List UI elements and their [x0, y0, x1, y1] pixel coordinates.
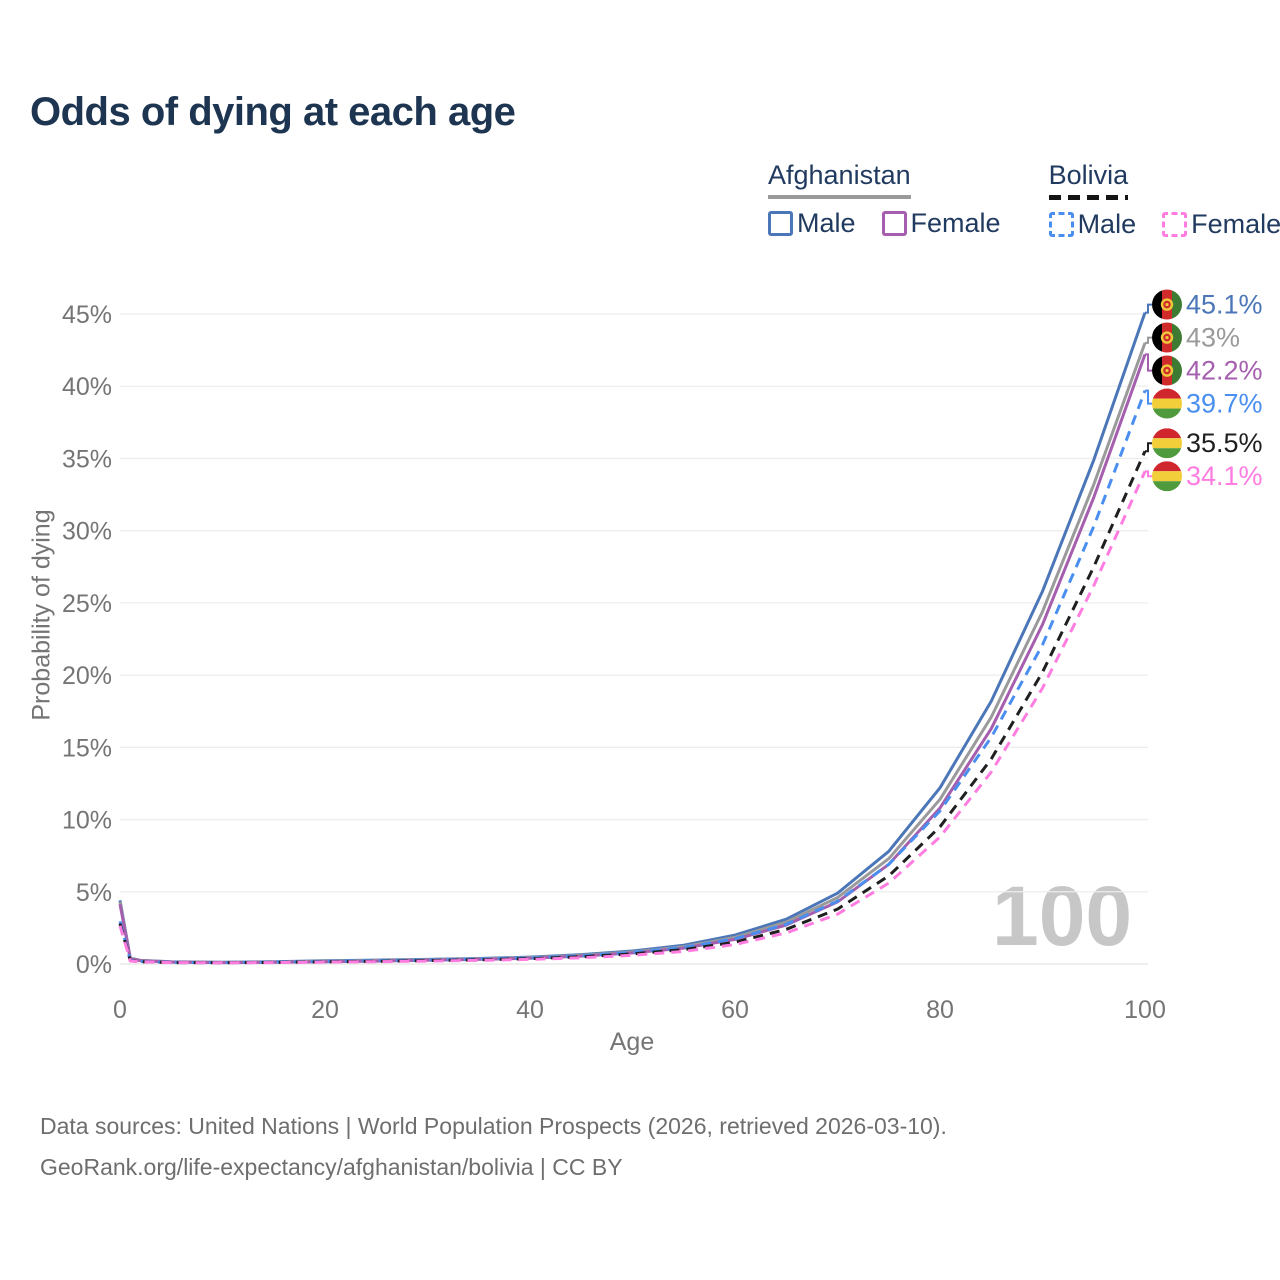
x-axis-label: Age [609, 1028, 655, 1056]
legend-group-bolivia: Bolivia Male Female [1048, 160, 1280, 240]
series-line-afghanistan-both-sexes [118, 342, 1147, 964]
footer: Data sources: United Nations | World Pop… [40, 1106, 947, 1188]
end-label-connector [1145, 470, 1152, 478]
end-label-connector [1145, 336, 1152, 344]
end-label-value: 43% [1186, 323, 1240, 353]
legend-swatch-afghanistan-female[interactable] [881, 211, 907, 236]
legend-item-label: Male [1077, 209, 1137, 239]
legend-underline-bolivia [1048, 195, 1129, 200]
flag-afghanistan [1152, 289, 1182, 320]
legend-country-bolivia: Bolivia [1048, 160, 1129, 200]
series-line-bolivia-both-sexes [118, 450, 1147, 965]
flag-afghanistan [1152, 355, 1182, 386]
y-tick-label: 15% [62, 734, 112, 762]
end-label-value: 35.5% [1186, 428, 1263, 458]
y-tick-label: 40% [62, 373, 112, 401]
legend-swatch-afghanistan-male[interactable] [768, 211, 793, 236]
x-tick-label: 80 [926, 996, 954, 1024]
end-label-connector [1145, 389, 1152, 405]
y-axis-label: Probability of dying [27, 509, 56, 721]
legend-swatch-bolivia-male[interactable] [1048, 212, 1074, 237]
legend-underline-afghanistan [768, 195, 911, 199]
y-tick-label: 25% [62, 590, 112, 618]
y-tick-label: 5% [76, 879, 112, 907]
flag-afghanistan [1152, 322, 1182, 353]
end-label-value: 45.1% [1186, 290, 1263, 320]
legend-item-label: Female [1191, 209, 1280, 239]
legend-country-label: Afghanistan [768, 160, 911, 190]
y-tick-label: 35% [62, 445, 112, 473]
end-label-value: 42.2% [1186, 356, 1263, 386]
y-tick-label: 20% [62, 662, 112, 690]
x-tick-label: 100 [1124, 996, 1166, 1024]
end-label-value: 39.7% [1186, 389, 1263, 419]
chart-title: Odds of dying at each age [30, 90, 516, 134]
series-line-afghanistan-female [118, 353, 1147, 965]
series-line-afghanistan-male [118, 312, 1147, 964]
x-tick-label: 60 [721, 996, 749, 1024]
legend-group-afghanistan: Afghanistan Male Female [768, 160, 1001, 240]
legend-item-afghanistan-female[interactable]: Female [881, 208, 1001, 239]
y-tick-label: 30% [62, 518, 112, 546]
legend-items-afghanistan: Male Female [768, 208, 1001, 239]
legend-item-label: Male [797, 208, 856, 238]
series-line-bolivia-male [118, 390, 1147, 965]
x-tick-label: 20 [311, 996, 339, 1024]
end-label-connector [1145, 442, 1152, 453]
end-label-connector [1145, 353, 1152, 372]
end-label-connector [1145, 303, 1152, 314]
y-tick-label: 0% [76, 951, 112, 979]
legend-country-label: Bolivia [1048, 160, 1129, 190]
end-label-value: 34.1% [1186, 461, 1263, 491]
footer-attribution: GeoRank.org/life-expectancy/afghanistan/… [40, 1154, 623, 1180]
legend-items-bolivia: Male Female [1048, 209, 1280, 240]
legend: Afghanistan Male Female Bolivia [768, 160, 1280, 240]
flag-bolivia [1152, 428, 1182, 459]
legend-country-afghanistan: Afghanistan [768, 160, 911, 199]
legend-item-label: Female [910, 208, 1001, 238]
y-tick-label: 45% [62, 301, 112, 329]
footer-datasource: Data sources: United Nations | World Pop… [40, 1113, 947, 1139]
x-tick-label: 0 [113, 996, 127, 1024]
legend-item-bolivia-male[interactable]: Male [1048, 209, 1137, 240]
y-tick-label: 10% [62, 807, 112, 835]
series-line-bolivia-female [118, 470, 1147, 965]
flag-bolivia [1152, 461, 1182, 492]
x-tick-label: 40 [516, 996, 544, 1024]
legend-swatch-bolivia-female[interactable] [1162, 212, 1188, 237]
flag-bolivia [1152, 388, 1182, 419]
legend-item-afghanistan-male[interactable]: Male [768, 208, 856, 239]
age-watermark: 100 [992, 869, 1133, 963]
legend-item-bolivia-female[interactable]: Female [1162, 209, 1280, 240]
